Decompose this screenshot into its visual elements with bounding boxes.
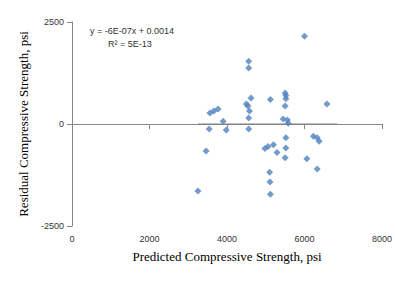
svg-text:0: 0: [69, 234, 74, 244]
svg-text:6000: 6000: [294, 234, 314, 244]
svg-text:R² = 5E-13: R² = 5E-13: [108, 39, 152, 49]
svg-text:2000: 2000: [139, 234, 159, 244]
svg-text:Predicted Compressive Strength: Predicted Compressive Strength, psi: [132, 249, 322, 264]
svg-text:0: 0: [59, 119, 64, 129]
svg-text:-2500: -2500: [41, 221, 64, 231]
svg-text:y = -6E-07x + 0.0014: y = -6E-07x + 0.0014: [90, 26, 174, 36]
svg-text:Residual Compressive Strength,: Residual Compressive Strength, psi: [16, 31, 31, 217]
svg-text:4000: 4000: [217, 234, 237, 244]
svg-text:2500: 2500: [44, 17, 64, 27]
svg-text:8000: 8000: [372, 234, 392, 244]
